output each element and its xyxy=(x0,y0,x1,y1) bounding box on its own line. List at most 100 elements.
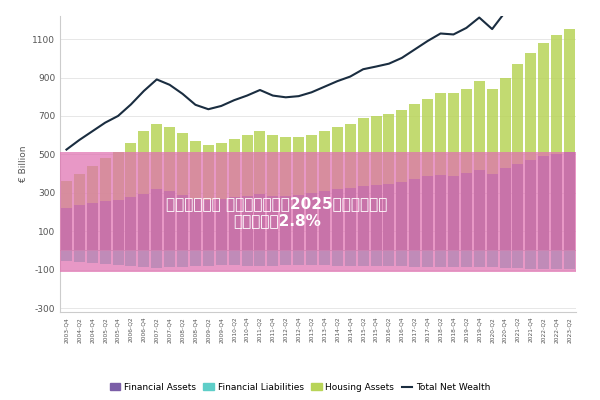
Bar xyxy=(242,196,253,250)
Bar xyxy=(461,89,472,250)
Bar xyxy=(448,250,459,267)
Bar xyxy=(500,168,511,250)
Bar xyxy=(139,194,149,250)
Bar xyxy=(551,35,562,250)
Bar xyxy=(60,152,576,272)
Bar xyxy=(487,174,497,250)
Bar xyxy=(538,250,549,269)
Bar xyxy=(74,250,85,262)
Bar xyxy=(526,250,536,268)
Bar xyxy=(280,137,291,250)
Bar xyxy=(113,200,124,250)
Bar xyxy=(526,160,536,250)
Bar xyxy=(422,99,433,250)
Bar xyxy=(293,195,304,250)
Bar xyxy=(203,145,214,250)
Bar xyxy=(190,141,201,250)
Bar xyxy=(500,78,511,250)
Bar xyxy=(512,164,523,250)
Bar xyxy=(190,250,201,266)
Bar xyxy=(203,200,214,250)
Bar xyxy=(383,114,394,250)
Bar xyxy=(242,135,253,250)
Bar xyxy=(100,158,110,250)
Bar xyxy=(435,174,446,250)
Bar xyxy=(254,194,265,250)
Bar xyxy=(87,204,98,250)
Bar xyxy=(280,250,291,266)
Bar xyxy=(448,93,459,250)
Bar xyxy=(229,250,239,266)
Bar xyxy=(332,189,343,250)
Text: 证券配资网站 联合国报告预测2025年全球经济增
长将维持在2.8%: 证券配资网站 联合国报告预测2025年全球经济增 长将维持在2.8% xyxy=(166,196,388,228)
Bar xyxy=(203,250,214,266)
Bar xyxy=(512,250,523,268)
Bar xyxy=(409,179,420,250)
Bar xyxy=(164,191,175,250)
Bar xyxy=(151,189,162,250)
Bar xyxy=(280,196,291,250)
Bar xyxy=(474,170,485,250)
Bar xyxy=(564,152,575,250)
Bar xyxy=(293,137,304,250)
Bar xyxy=(164,128,175,250)
Bar xyxy=(487,89,497,250)
Bar xyxy=(268,196,278,250)
Bar xyxy=(474,250,485,268)
Bar xyxy=(551,154,562,250)
Bar xyxy=(371,250,382,266)
Bar xyxy=(268,135,278,250)
Bar xyxy=(216,198,227,250)
Bar xyxy=(397,110,407,250)
Bar xyxy=(358,186,368,250)
Bar xyxy=(254,131,265,250)
Bar xyxy=(319,191,330,250)
Bar xyxy=(371,116,382,250)
Bar xyxy=(151,250,162,268)
Legend: Financial Assets, Financial Liabilities, Housing Assets, Total Net Wealth: Financial Assets, Financial Liabilities,… xyxy=(106,379,494,396)
Bar xyxy=(564,250,575,269)
Bar xyxy=(74,205,85,250)
Bar xyxy=(139,131,149,250)
Bar xyxy=(125,143,136,250)
Bar xyxy=(177,250,188,267)
Bar xyxy=(409,104,420,250)
Bar xyxy=(293,250,304,265)
Bar xyxy=(100,250,110,264)
Bar xyxy=(487,250,497,268)
Bar xyxy=(526,52,536,250)
Bar xyxy=(229,197,239,250)
Bar xyxy=(306,135,317,250)
Bar xyxy=(435,93,446,250)
Bar xyxy=(383,250,394,266)
Bar xyxy=(345,250,356,266)
Bar xyxy=(61,250,72,261)
Bar xyxy=(87,166,98,250)
Bar xyxy=(474,81,485,250)
Bar xyxy=(61,181,72,250)
Bar xyxy=(268,250,278,266)
Bar xyxy=(332,128,343,250)
Bar xyxy=(332,250,343,266)
Bar xyxy=(87,250,98,263)
Bar xyxy=(113,152,124,250)
Bar xyxy=(448,176,459,250)
Bar xyxy=(564,30,575,250)
Bar xyxy=(125,197,136,250)
Bar xyxy=(538,156,549,250)
Bar xyxy=(151,124,162,250)
Bar xyxy=(409,250,420,267)
Bar xyxy=(461,250,472,267)
Bar xyxy=(319,250,330,266)
Bar xyxy=(190,198,201,250)
Bar xyxy=(113,250,124,265)
Bar xyxy=(500,250,511,268)
Bar xyxy=(397,182,407,250)
Bar xyxy=(345,188,356,250)
Bar xyxy=(254,250,265,266)
Bar xyxy=(551,250,562,269)
Bar xyxy=(164,250,175,268)
Bar xyxy=(61,208,72,250)
Bar xyxy=(306,193,317,250)
Bar xyxy=(177,195,188,250)
